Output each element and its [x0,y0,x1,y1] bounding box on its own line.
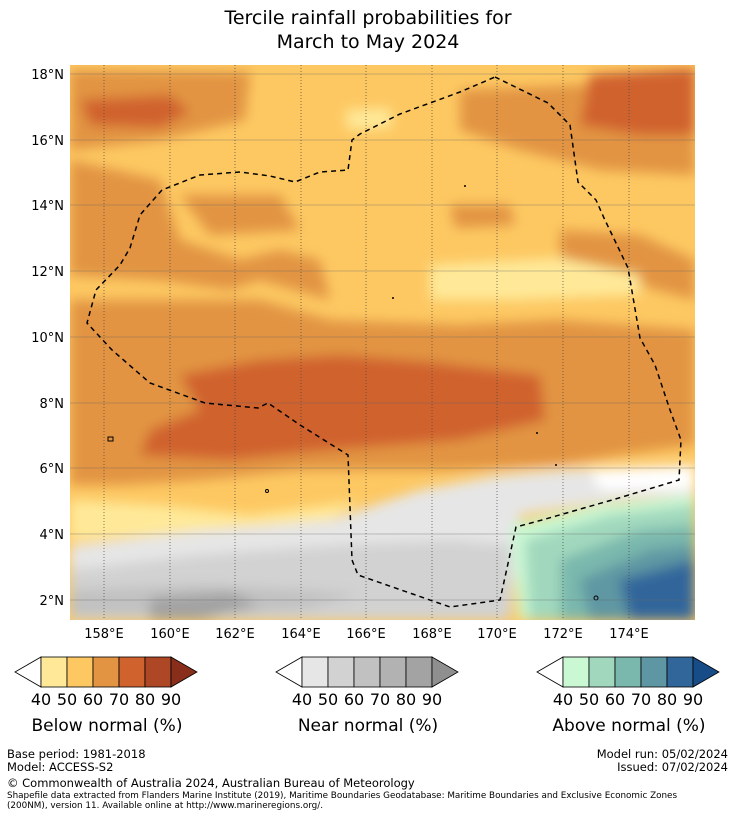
copyright: © Commonwealth of Australia 2024, Austra… [7,776,415,790]
probability-field [70,65,695,620]
lon-tick-label: 168°E [412,627,452,642]
colorbar-segment [640,656,668,688]
lon-tick-label: 166°E [346,627,386,642]
colorbar-tick-label: 40 [292,690,312,709]
colorbar-tick-label: 60 [605,690,625,709]
colorbar-under-triangle [536,656,564,688]
lat-tick-label: 10°N [31,331,64,346]
map-title: Tercile rainfall probabilities for March… [0,6,736,54]
base-period: Base period: 1981-2018 [7,747,146,761]
colorbar-3: 40 50 60 70 80 90 [536,656,720,709]
legend-label-above: Above normal (%) [552,716,706,736]
title-line-1: Tercile rainfall probabilities for [224,7,512,29]
lon-tick-label: 164°E [281,627,321,642]
shapefile-credit-1: Shapefile data extracted from Flanders M… [7,791,678,801]
model-run: Model run: 05/02/2024 [596,747,728,761]
lat-tick-label: 6°N [40,462,65,477]
colorbar-2: 40 50 60 70 80 90 [275,656,459,709]
colorbar-tick-label: 70 [631,690,651,709]
shapefile-credit-2: (200NM), version 11. Available online at… [7,801,324,811]
colorbar-segment [588,656,616,688]
colorbar-segment [666,656,694,688]
colorbar-tick-label: 90 [422,690,442,709]
lat-tick-label: 16°N [31,134,64,149]
colorbar-tick-label: 50 [579,690,599,709]
lon-tick-labels: 158°E 160°E 162°E 164°E 166°E 168°E 170°E 172°E… [84,627,649,642]
issued-date: Issued: 07/02/2024 [617,760,728,774]
colorbar-tick-label: 80 [135,690,155,709]
lon-tick-label: 158°E [84,627,124,642]
lat-tick-label: 2°N [40,594,65,609]
colorbar-segment [353,656,381,688]
colorbar-tick-label: 40 [553,690,573,709]
lat-tick-label: 4°N [40,528,65,543]
colorbar-tick-label: 50 [318,690,338,709]
colorbar-tick-label: 60 [344,690,364,709]
colorbar-under-triangle [275,656,303,688]
colorbar-tick-label: 60 [83,690,103,709]
title-line-2: March to May 2024 [276,31,460,53]
lon-tick-label: 172°E [543,627,583,642]
colorbar-over-triangle [170,656,198,688]
lat-tick-label: 8°N [40,397,65,412]
lon-tick-label: 174°E [609,627,649,642]
lat-tick-label: 18°N [31,68,64,83]
colorbar-segment [562,656,590,688]
colorbar-tick-label: 80 [657,690,677,709]
colorbar-segment [405,656,433,688]
colorbar-over-triangle [692,656,720,688]
legend-colorbars: 40 50 60 70 80 90 40 50 60 70 80 90 40 50 60 70 80 90 [14,656,720,709]
lon-tick-label: 170°E [477,627,517,642]
lat-gridlines [70,73,695,601]
model-name: Model: ACCESS-S2 [7,760,114,774]
colorbar-segment [92,656,120,688]
colorbar-segment [301,656,329,688]
colorbar-segment [379,656,407,688]
colorbar-tick-label: 40 [31,690,51,709]
colorbar-under-triangle [14,656,42,688]
lon-tick-label: 160°E [150,627,190,642]
lat-tick-label: 12°N [31,265,64,280]
lon-gridlines [103,65,630,620]
legend-label-near: Near normal (%) [297,716,439,736]
legend-label-below: Below normal (%) [31,716,183,736]
eez-boundary [86,76,682,608]
colorbar-tick-label: 70 [109,690,129,709]
colorbar-tick-label: 70 [370,690,390,709]
colorbar-tick-label: 90 [161,690,181,709]
colorbar-tick-label: 90 [683,690,703,709]
colorbar-tick-label: 80 [396,690,416,709]
colorbar-segment [118,656,146,688]
lat-tick-labels: 18°N 16°N 14°N 12°N 10°N 8°N 6°N 4°N 2°N [31,68,64,609]
colorbar-segment [40,656,68,688]
colorbar-tick-label: 50 [57,690,77,709]
colorbar-segment [614,656,642,688]
lat-tick-label: 14°N [31,199,64,214]
colorbar-segment [327,656,355,688]
colorbar-over-triangle [431,656,459,688]
colorbar-segment [66,656,94,688]
lon-tick-label: 162°E [215,627,255,642]
colorbar-1: 40 50 60 70 80 90 [14,656,198,709]
colorbar-segment [144,656,172,688]
